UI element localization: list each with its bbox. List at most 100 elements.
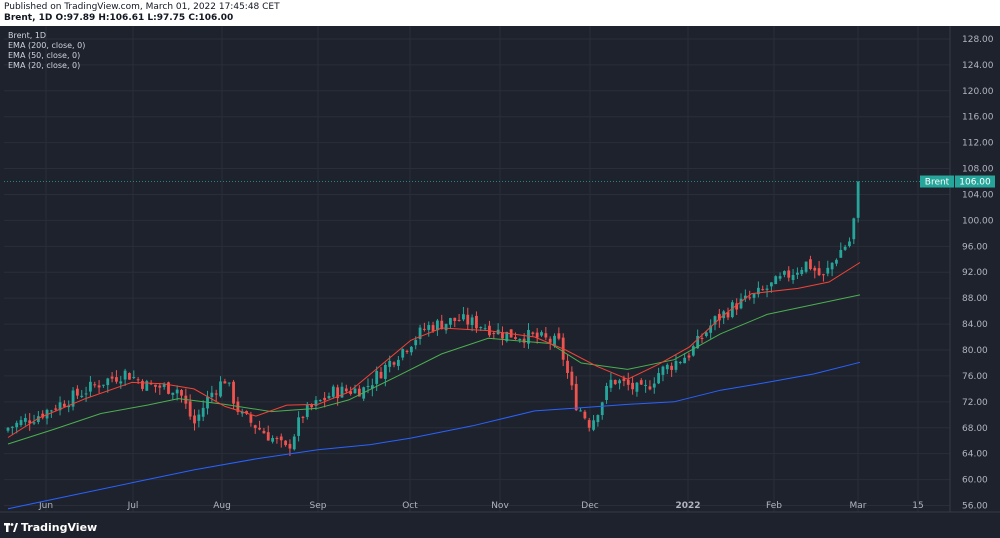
candle-up bbox=[709, 325, 713, 333]
candle-up bbox=[366, 385, 370, 387]
candle-down bbox=[548, 338, 552, 343]
candle-up bbox=[657, 373, 661, 384]
candle-down bbox=[379, 371, 383, 379]
candle-up bbox=[783, 271, 786, 275]
y-tick-label: 128.00 bbox=[962, 35, 994, 45]
y-tick-label: 100.00 bbox=[962, 216, 994, 226]
ema20-line bbox=[7, 262, 861, 438]
y-tick-label: 88.00 bbox=[962, 294, 988, 304]
candle-up bbox=[271, 437, 274, 442]
candle-down bbox=[570, 371, 574, 386]
y-tick-label: 96.00 bbox=[962, 242, 988, 252]
candle-up bbox=[665, 364, 669, 370]
candle-up bbox=[600, 402, 604, 416]
candle-up bbox=[778, 276, 782, 279]
candle-down bbox=[670, 365, 674, 370]
x-tick-label: Aug bbox=[213, 501, 231, 511]
candle-up bbox=[683, 357, 687, 364]
candle-down bbox=[822, 274, 825, 276]
candle-up bbox=[804, 261, 808, 272]
x-tick-label: Mar bbox=[850, 501, 867, 511]
y-tick-label: 120.00 bbox=[962, 87, 994, 97]
candle-down bbox=[310, 404, 314, 408]
candle-down bbox=[97, 385, 101, 388]
candle-down bbox=[115, 377, 118, 382]
candle-down bbox=[253, 425, 257, 429]
candle-up bbox=[765, 288, 769, 290]
candle-up bbox=[644, 384, 648, 386]
candle-down bbox=[149, 383, 153, 385]
candle-up bbox=[449, 318, 452, 325]
candle-up bbox=[58, 402, 62, 411]
candle-down bbox=[141, 380, 144, 389]
candle-up bbox=[852, 218, 856, 240]
candle-down bbox=[514, 337, 517, 339]
candle-down bbox=[535, 332, 539, 338]
candle-up bbox=[409, 346, 413, 353]
candle-up bbox=[49, 410, 53, 412]
published-note: Published on TradingView.com, March 01, … bbox=[4, 2, 280, 12]
ema200-line bbox=[7, 361, 861, 510]
candle-down bbox=[587, 420, 591, 428]
candle-up bbox=[427, 325, 431, 330]
x-tick-label: Nov bbox=[491, 501, 509, 511]
x-tick-label: Feb bbox=[766, 501, 782, 511]
y-tick-label: 72.00 bbox=[962, 398, 988, 408]
header-symbol: Brent, 1D bbox=[4, 13, 53, 23]
candle-up bbox=[596, 415, 600, 423]
candle-up bbox=[370, 385, 374, 389]
candle-down bbox=[75, 388, 79, 396]
candle-up bbox=[756, 287, 760, 295]
candle-up bbox=[67, 405, 71, 408]
candle-up bbox=[609, 379, 613, 388]
candle-down bbox=[232, 381, 235, 404]
x-tick-label: Dec bbox=[581, 501, 598, 511]
candle-down bbox=[566, 360, 569, 373]
candle-up bbox=[826, 267, 830, 274]
candle-down bbox=[440, 320, 444, 330]
candle-up bbox=[331, 386, 335, 397]
candle-down bbox=[648, 386, 652, 390]
candle-up bbox=[856, 181, 860, 218]
candle-up bbox=[839, 250, 843, 258]
candle-down bbox=[357, 388, 361, 397]
candle-up bbox=[210, 392, 214, 397]
candle-up bbox=[518, 338, 522, 340]
candle-up bbox=[743, 295, 747, 299]
candle-down bbox=[128, 373, 131, 380]
candle-up bbox=[292, 436, 296, 450]
candle-down bbox=[422, 328, 426, 330]
candle-up bbox=[462, 314, 465, 320]
y-tick-label: 104.00 bbox=[962, 190, 994, 200]
candle-down bbox=[258, 427, 261, 430]
y-tick-label: 60.00 bbox=[962, 476, 988, 486]
candle-up bbox=[305, 404, 309, 417]
price-tag-value-bg bbox=[955, 175, 995, 188]
candle-up bbox=[436, 320, 439, 331]
candle-up bbox=[219, 381, 222, 397]
x-tick-label: 15 bbox=[912, 501, 923, 511]
candle-up bbox=[618, 380, 621, 384]
candle-down bbox=[735, 303, 739, 310]
candle-up bbox=[713, 316, 717, 325]
candle-up bbox=[80, 395, 84, 397]
candle-down bbox=[214, 393, 218, 395]
candle-down bbox=[717, 313, 721, 321]
candle-up bbox=[527, 329, 530, 344]
candle-down bbox=[583, 411, 587, 419]
tradingview-logo: TradingView bbox=[4, 521, 97, 534]
candle-up bbox=[123, 370, 127, 380]
candle-down bbox=[700, 337, 704, 339]
legend-symbol: Brent, 1D bbox=[8, 31, 47, 40]
candle-up bbox=[843, 246, 847, 250]
candle-down bbox=[453, 317, 457, 321]
candle-up bbox=[796, 272, 799, 275]
candle-up bbox=[444, 323, 448, 331]
candle-down bbox=[136, 379, 140, 381]
candle-up bbox=[240, 411, 244, 414]
candle-down bbox=[154, 384, 157, 387]
candle-up bbox=[340, 386, 344, 398]
candle-down bbox=[813, 267, 817, 271]
candle-up bbox=[36, 416, 40, 423]
